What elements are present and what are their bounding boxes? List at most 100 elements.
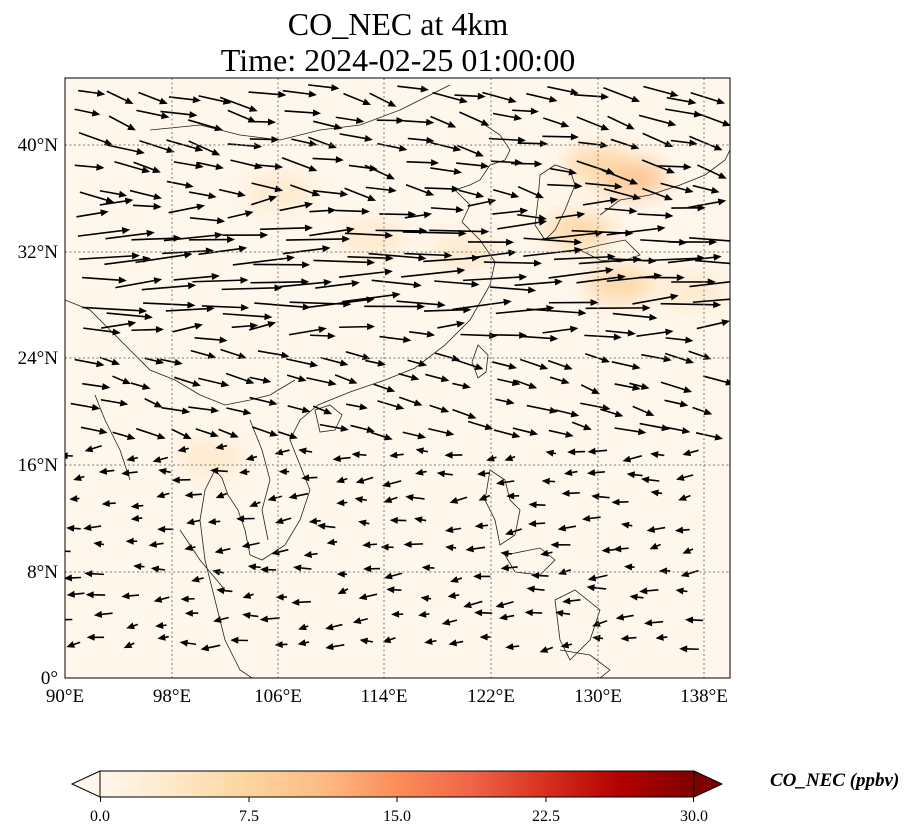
wind-arrow <box>231 322 259 330</box>
wind-arrow <box>523 237 583 246</box>
wind-arrow <box>629 593 644 601</box>
wind-arrow <box>160 358 183 366</box>
wind-arrow <box>483 259 542 267</box>
wind-arrow <box>409 330 436 338</box>
lon-tick-label: 122°E <box>467 686 515 707</box>
wind-arrow <box>293 564 312 572</box>
wind-arrow <box>249 118 276 126</box>
wind-arrow <box>260 566 277 574</box>
wind-arrow <box>548 298 599 306</box>
map-title: CO_NEC at 4km <box>287 6 509 42</box>
wind-arrow <box>495 601 514 609</box>
wind-arrow <box>249 135 280 143</box>
wind-arrow <box>545 449 557 457</box>
wind-arrow <box>139 140 175 154</box>
wind-arrow <box>241 541 260 549</box>
wind-arrow <box>214 547 231 554</box>
wind-arrow <box>514 379 538 389</box>
wind-arrow <box>297 639 310 647</box>
wind-arrow <box>548 267 614 279</box>
wind-arrow <box>493 188 520 199</box>
wind-arrow <box>138 91 168 105</box>
wind-arrow <box>580 402 611 412</box>
wind-arrow <box>437 320 465 329</box>
wind-arrow <box>74 163 105 171</box>
wind-arrow <box>248 321 277 331</box>
wind-arrow <box>126 455 138 462</box>
wind-arrow <box>99 189 128 198</box>
gridlines <box>65 78 730 678</box>
co-hotspot <box>565 146 634 183</box>
wind-arrow <box>445 526 462 534</box>
wind-arrow <box>249 376 272 384</box>
wind-arrow <box>84 444 102 453</box>
wind-arrow <box>526 92 558 103</box>
wind-arrow <box>215 443 228 450</box>
wind-arrow <box>663 426 691 434</box>
wind-arrow <box>573 93 610 101</box>
wind-arrow <box>73 474 85 481</box>
wind-arrow <box>550 541 571 549</box>
wind-arrow <box>403 118 435 126</box>
wind-arrow <box>626 471 643 479</box>
wind-arrow <box>495 398 515 406</box>
wind-arrow <box>587 574 608 582</box>
wind-arrow <box>405 184 435 196</box>
wind-arrow <box>343 92 372 106</box>
wind-arrow <box>184 544 196 552</box>
lon-tick-label: 90°E <box>46 686 84 707</box>
wind-arrow <box>397 85 429 93</box>
wind-arrow <box>614 427 647 436</box>
wind-arrow <box>398 373 420 381</box>
wind-arrow <box>191 575 204 583</box>
wind-arrow <box>344 187 377 202</box>
wind-arrow <box>429 404 450 413</box>
wind-arrow <box>562 597 581 605</box>
wind-arrow <box>168 203 205 214</box>
wind-arrow <box>430 167 463 175</box>
wind-arrow <box>336 499 348 507</box>
wind-arrow <box>364 164 395 180</box>
wind-arrow <box>370 431 393 441</box>
co-concentration-field <box>65 78 730 678</box>
wind-arrow <box>667 253 722 264</box>
wind-arrow <box>554 253 616 261</box>
wind-arrow <box>256 163 284 171</box>
wind-arrow <box>449 496 468 504</box>
wind-arrow <box>398 396 423 407</box>
wind-arrow <box>674 526 690 534</box>
wind-arrow <box>362 541 378 549</box>
wind-arrow <box>351 451 367 459</box>
wind-arrow <box>82 382 111 391</box>
wind-arrow <box>531 572 549 580</box>
wind-arrow <box>85 591 106 599</box>
wind-arrow <box>157 525 174 533</box>
wind-arrow <box>337 587 349 595</box>
wind-arrow <box>664 399 689 408</box>
wind-arrow <box>702 375 730 386</box>
wind-arrow <box>171 476 191 484</box>
wind-arrow <box>365 359 386 367</box>
lon-tick-label: 130°E <box>574 686 622 707</box>
wind-arrow <box>678 494 691 501</box>
wind-arrow <box>260 224 313 232</box>
wind-arrow <box>415 447 428 455</box>
wind-arrow <box>557 524 577 532</box>
colorbar-tick-label: 22.5 <box>532 808 560 825</box>
wind-arrow <box>65 574 82 582</box>
co-hotspot <box>431 233 500 270</box>
wind-arrow <box>405 494 425 501</box>
wind-arrow <box>309 226 355 237</box>
wind-arrow <box>298 447 313 455</box>
wind-arrow <box>192 276 249 284</box>
wind-arrow <box>457 144 484 157</box>
wind-arrow <box>76 209 109 218</box>
wind-arrow <box>347 254 394 262</box>
colorbar-tick-label: 30.0 <box>680 808 708 825</box>
wind-arrow <box>358 593 378 601</box>
wind-arrow <box>165 305 215 313</box>
wind-arrow <box>528 520 546 528</box>
wind-arrow <box>473 572 491 580</box>
wind-arrow <box>281 156 318 172</box>
